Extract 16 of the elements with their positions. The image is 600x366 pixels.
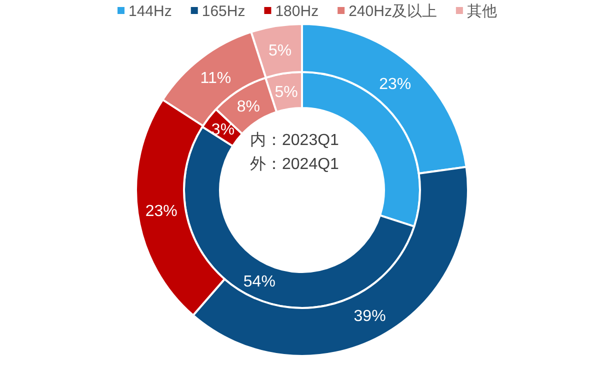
data-label: 54% — [243, 273, 276, 290]
legend-label: 180Hz — [275, 3, 319, 20]
data-label: 5% — [268, 42, 292, 60]
data-label: 39% — [354, 308, 386, 325]
legend-label: 144Hz — [128, 3, 172, 20]
data-label: 23% — [145, 202, 178, 220]
legend-label: 其他 — [466, 3, 497, 20]
data-label: 3% — [211, 122, 235, 139]
text: 内：2023Q1 — [250, 131, 340, 149]
data-label: 11% — [200, 70, 232, 88]
text: 外：2024Q1 — [250, 156, 340, 173]
data-label: 23% — [379, 76, 412, 93]
data-label: 8% — [236, 98, 260, 116]
legend-label: 165Hz — [202, 3, 246, 20]
legend-label: 240Hz及以上 — [348, 3, 437, 20]
data-label: 5% — [274, 84, 298, 102]
